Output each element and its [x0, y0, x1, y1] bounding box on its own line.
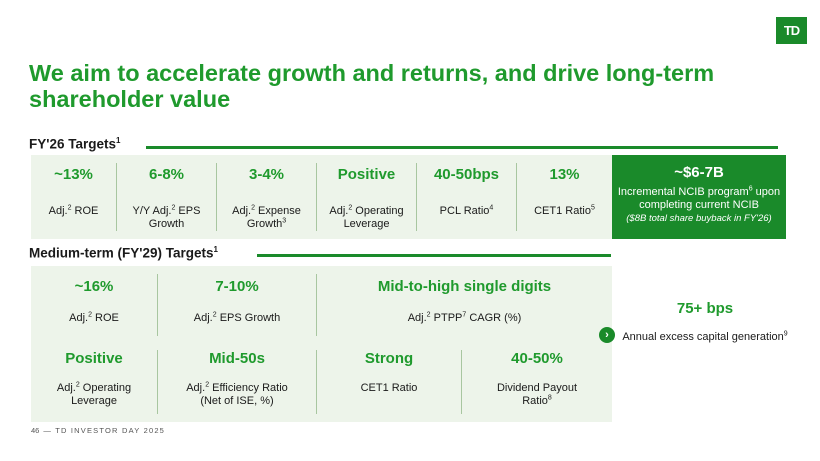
target-value: 3-4%	[248, 166, 285, 183]
fy26-section-label: FY'26 Targets1	[29, 136, 121, 152]
medium-target-eps-growth: 7-10% Adj.2 EPS Growth	[158, 266, 316, 344]
excess-capital-callout: 75+ bps Annual excess capital generation…	[620, 300, 790, 344]
target-description: Adj.2 ROE	[48, 204, 99, 217]
medium-target-roe: ~16% Adj.2 ROE	[31, 266, 157, 344]
target-value: 6-8%	[148, 166, 185, 183]
target-value: 7-10%	[215, 278, 259, 295]
medium-target-efficiency-ratio: Mid-50s Adj.2 Efficiency Ratio (Net of I…	[158, 344, 316, 422]
medium-term-panel: ~16% Adj.2 ROE 7-10% Adj.2 EPS Growth Mi…	[31, 266, 612, 422]
fy26-target-cet1-ratio: 13% CET1 Ratio5	[517, 155, 612, 239]
target-description: Adj.2 Expense Growth3	[232, 204, 301, 230]
excess-capital-description: Annual excess capital generation9	[622, 330, 788, 343]
ncib-value: ~$6-7B	[674, 164, 724, 181]
medium-target-operating-leverage: Positive Adj.2 Operating Leverage	[31, 344, 157, 422]
divider	[316, 350, 317, 414]
target-value: Positive	[337, 166, 396, 183]
fy26-target-roe: ~13% Adj.2 ROE	[31, 155, 116, 239]
medium-target-cet1: Strong CET1 Ratio	[317, 344, 461, 422]
ncib-description: Incremental NCIB program6 upon completin…	[617, 185, 781, 211]
medium-target-ptpp-cagr: Mid-to-high single digits Adj.2 PTPP7 CA…	[317, 266, 612, 344]
target-value: 13%	[549, 166, 580, 183]
target-value: Strong	[364, 350, 414, 367]
target-description: Adj.2 Operating Leverage	[56, 381, 132, 407]
ncib-highlight-box: ~$6-7B Incremental NCIB program6 upon co…	[612, 155, 786, 239]
excess-capital-value: 75+ bps	[676, 300, 734, 317]
target-description: Adj.2 PTPP7 CAGR (%)	[407, 311, 522, 324]
medium-term-rule	[257, 254, 611, 257]
target-description: CET1 Ratio5	[534, 204, 595, 217]
target-description: Dividend Payout Ratio8	[496, 382, 578, 407]
target-description: Adj.2 EPS Growth	[193, 311, 281, 324]
fy26-target-pcl-ratio: 40-50bps PCL Ratio4	[417, 155, 516, 239]
target-value: 40-50%	[511, 350, 563, 367]
fy26-rule	[146, 146, 778, 149]
fy26-panel: ~13% Adj.2 ROE 6-8% Y/Y Adj.2 EPS Growth…	[31, 155, 612, 239]
footer-text: — TD INVESTOR DAY 2025	[43, 426, 166, 435]
fy26-target-eps-growth: 6-8% Y/Y Adj.2 EPS Growth	[117, 155, 216, 239]
target-value: ~16%	[74, 278, 114, 295]
medium-target-dividend-payout: 40-50% Dividend Payout Ratio8	[462, 344, 612, 422]
target-value: Mid-50s	[209, 350, 265, 367]
medium-term-section-label: Medium-term (FY'29) Targets1	[29, 245, 218, 261]
chevron-right-icon[interactable]: ›	[599, 327, 615, 343]
target-description: Y/Y Adj.2 EPS Growth	[132, 204, 201, 230]
target-value: Positive	[65, 350, 123, 367]
divider	[157, 274, 158, 336]
divider	[216, 163, 217, 231]
footer: 46— TD INVESTOR DAY 2025	[31, 426, 165, 435]
td-logo: TD	[776, 17, 807, 44]
target-description: Adj.2 Operating Leverage	[329, 204, 404, 230]
ncib-note: ($8B total share buyback in FY'26)	[626, 213, 772, 224]
divider	[416, 163, 417, 231]
divider	[316, 274, 317, 336]
divider	[157, 350, 158, 414]
target-description: PCL Ratio4	[439, 204, 494, 217]
target-value: Mid-to-high single digits	[377, 278, 552, 295]
target-value: ~13%	[54, 166, 93, 183]
divider	[316, 163, 317, 231]
page-number: 46	[31, 426, 40, 435]
fy26-target-operating-leverage: Positive Adj.2 Operating Leverage	[317, 155, 416, 239]
target-value: 40-50bps	[433, 166, 500, 183]
target-description: Adj.2 ROE	[69, 311, 119, 324]
divider	[516, 163, 517, 231]
target-description: Adj.2 Efficiency Ratio (Net of ISE, %)	[186, 381, 288, 407]
page-title: We aim to accelerate growth and returns,…	[29, 60, 715, 112]
divider	[116, 163, 117, 231]
fy26-target-expense-growth: 3-4% Adj.2 Expense Growth3	[217, 155, 316, 239]
divider	[461, 350, 462, 414]
target-description: CET1 Ratio	[360, 382, 418, 394]
